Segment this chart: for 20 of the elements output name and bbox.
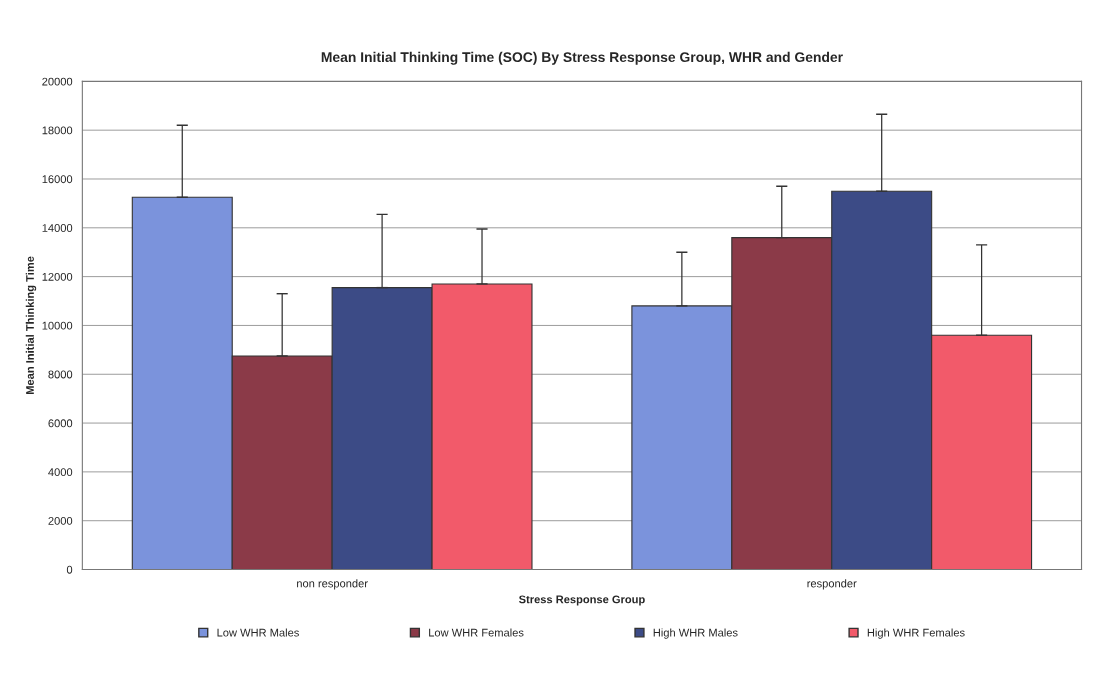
y-tick-label: 0 (66, 565, 73, 574)
x-tick-label: non responder (297, 579, 368, 590)
y-tick-label: 2000 (48, 516, 73, 525)
y-tick-label: 4000 (48, 468, 73, 477)
y-tick-label: 18000 (42, 126, 73, 135)
chart-title: Mean Initial Thinking Time (SOC) By Stress Response Group, WHR and Gender (321, 51, 843, 65)
y-tick-label: 14000 (42, 224, 73, 232)
y-tick-label: 16000 (42, 175, 73, 184)
y-tick-label: 20000 (42, 77, 73, 86)
legend-label: Low WHR Females (429, 628, 524, 637)
legend-label: High WHR Females (867, 628, 965, 639)
x-tick-label: responder (807, 579, 857, 590)
y-tick-label: 12000 (42, 272, 73, 281)
y-tick-label: 6000 (48, 419, 73, 428)
legend-label: Low WHR Males (217, 628, 299, 637)
legend-label: High WHR Males (653, 628, 738, 639)
y-tick-label: 10000 (42, 321, 73, 330)
y-tick-label: 8000 (48, 370, 73, 379)
x-axis-title: Stress Response Group (518, 595, 645, 606)
y-axis-title: Mean Initial Thinking Time (25, 256, 37, 395)
